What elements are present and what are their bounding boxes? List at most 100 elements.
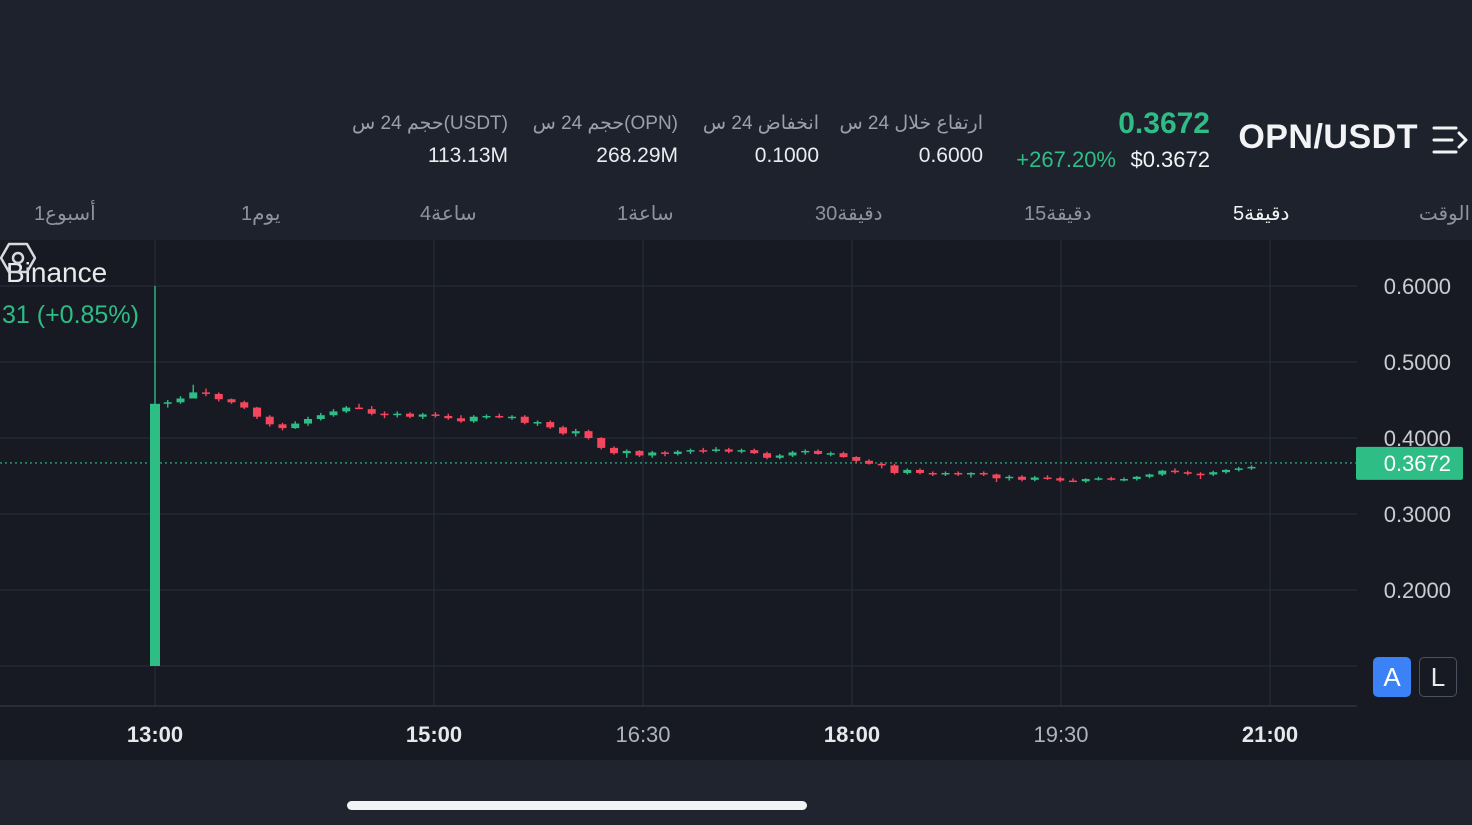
candle-body: [533, 422, 542, 424]
y-tick-label: 0.3000: [1384, 502, 1451, 527]
tab-1h[interactable]: 1ساعة: [617, 203, 674, 225]
bottom-bar: [0, 760, 1472, 825]
candle-body: [1030, 477, 1039, 480]
candle-body: [814, 450, 822, 454]
candle-body: [775, 455, 784, 458]
candle-body: [508, 416, 516, 419]
candle-body: [342, 407, 351, 412]
candle-body: [890, 465, 899, 473]
candle-body: [278, 424, 287, 429]
stat-value: 0.6000: [918, 144, 983, 167]
candle-body: [1094, 478, 1103, 480]
x-tick-label: 21:00: [1242, 722, 1298, 747]
candle-body: [227, 399, 236, 403]
candle-body: [1183, 472, 1192, 474]
candle-body: [1120, 479, 1128, 481]
candle-body: [712, 449, 720, 451]
change-percent: +267.20%: [1016, 147, 1116, 172]
last-price: 0.3672: [1118, 107, 1210, 140]
candle-body: [1234, 468, 1243, 470]
candle-body: [431, 414, 440, 416]
candle-body: [1209, 472, 1218, 475]
ticker-header: OPN/USDT 0.3672 +267.20% $0.3672 ارتفاع …: [0, 0, 1472, 190]
menu-icon[interactable]: [1432, 122, 1468, 158]
candle-body: [546, 422, 555, 428]
tab-1d[interactable]: 1يوم: [241, 203, 281, 225]
candle-body: [1171, 470, 1179, 473]
candle-body: [265, 416, 274, 425]
candle-body: [610, 447, 618, 454]
candle-body: [852, 457, 861, 461]
stat-low-24h: انخفاض 24 س 0.1000: [703, 112, 819, 168]
change-overlay: 31 (+0.85%): [2, 301, 139, 329]
candle-body: [176, 398, 185, 403]
candle-body: [916, 469, 924, 473]
candle-body: [304, 419, 312, 424]
candle-body: [393, 413, 402, 416]
stat-high-24h: ارتفاع خلال 24 س 0.6000: [839, 112, 983, 168]
candle-body: [826, 453, 835, 455]
candlestick-chart[interactable]: 0.6000 0.5000 0.4000 0.3000 0.2000 13:00 15:00…: [0, 240, 1472, 760]
candle-body: [1145, 474, 1154, 477]
stat-label: حجم 24 س(USDT): [352, 113, 508, 134]
home-indicator[interactable]: [347, 801, 807, 810]
tab-5m[interactable]: 5دقيقة: [1233, 203, 1290, 225]
candle-body: [457, 418, 465, 422]
candle-body: [380, 413, 389, 416]
candle-body: [724, 449, 733, 452]
stat-label: انخفاض 24 س: [702, 113, 819, 134]
candle-body: [163, 402, 172, 404]
candle-body: [763, 453, 771, 458]
auto-scale-button[interactable]: A: [1373, 657, 1411, 697]
candle-body: [495, 415, 504, 418]
tab-1w[interactable]: 1أسبوع: [34, 203, 96, 225]
x-tick-label: 13:00: [127, 722, 183, 747]
price-usd: $0.3672: [1130, 147, 1210, 172]
candle-body: [686, 450, 695, 452]
tab-15m[interactable]: 15دقيقة: [1024, 203, 1092, 225]
price-tag: [1356, 446, 1463, 480]
candle-body: [673, 451, 682, 454]
chart-canvas[interactable]: 0.6000 0.5000 0.4000 0.3000 0.2000 13:00 15:00…: [0, 240, 1472, 760]
candle-body: [367, 409, 376, 414]
candle-body: [520, 416, 529, 423]
tab-4h[interactable]: 4ساعة: [420, 203, 477, 225]
candle-body: [1005, 476, 1014, 479]
candle-body: [329, 411, 338, 416]
candle-body: [1056, 478, 1065, 481]
candle-body: [1069, 480, 1077, 483]
y-tick-label: 0.6000: [1384, 274, 1451, 299]
candle-body: [954, 472, 963, 475]
candle-body: [699, 450, 708, 452]
pair-title[interactable]: OPN/USDT: [1238, 118, 1418, 156]
candle-body: [584, 431, 593, 438]
candle-body: [635, 450, 644, 456]
candle-body: [661, 452, 669, 454]
candle-body: [648, 452, 657, 456]
candle-body: [737, 450, 746, 452]
y-tick-label: 0.4000: [1384, 426, 1451, 451]
candle-body: [291, 423, 300, 429]
candle-body: [877, 463, 886, 466]
candle-body: [903, 469, 912, 473]
candle-body: [571, 431, 580, 434]
log-scale-button[interactable]: L: [1419, 657, 1457, 697]
stat-label: حجم 24 س(OPN): [532, 113, 678, 134]
candle-body: [202, 392, 210, 394]
candle-body: [406, 413, 414, 417]
candle-body: [992, 474, 1001, 479]
y-tick-label: 0.2000: [1384, 578, 1451, 603]
candle-body: [622, 450, 631, 454]
candle-body: [1018, 476, 1026, 480]
stat-value: 0.1000: [754, 144, 819, 167]
tab-30m[interactable]: 30دقيقة: [815, 203, 883, 225]
timeframe-bar: الوقت 5دقيقة 15دقيقة 30دقيقة 1ساعة 4ساعة…: [0, 193, 1472, 237]
candle-body: [1081, 479, 1090, 482]
candle-body: [469, 416, 478, 422]
candle-body: [253, 407, 261, 417]
tab-time[interactable]: الوقت: [1418, 203, 1470, 225]
hexagon-settings-icon[interactable]: [0, 240, 36, 276]
stat-volume-usdt: حجم 24 س(USDT) 113.13M: [352, 112, 508, 168]
candle-body: [418, 414, 427, 417]
candle-body: [150, 403, 160, 666]
